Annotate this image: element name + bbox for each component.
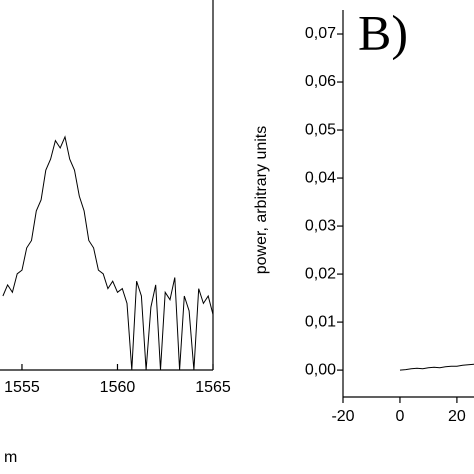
x-tick-label: 0 (396, 408, 405, 425)
panel-label: B) (358, 4, 408, 60)
data-line (2, 135, 214, 371)
x-tick-label: 20 (448, 408, 466, 425)
y-tick-label: 0,02 (305, 265, 336, 282)
y-axis-label: power, arbitrary units (253, 126, 270, 275)
x-tick-label: -20 (331, 408, 354, 425)
y-tick-label: 0,07 (305, 25, 336, 42)
x-tick-label: 1560 (100, 379, 136, 396)
y-tick-label: 0,00 (305, 361, 336, 378)
y-tick-label: 0,05 (305, 121, 336, 138)
y-tick-label: 0,04 (305, 169, 336, 186)
data-line (399, 363, 474, 371)
x-tick-label: 1555 (4, 379, 40, 396)
x-tick-label: 1565 (195, 379, 231, 396)
y-tick-label: 0,06 (305, 73, 336, 90)
x-axis-label: m (4, 449, 17, 466)
y-tick-label: 0,03 (305, 217, 336, 234)
y-tick-label: 0,01 (305, 313, 336, 330)
